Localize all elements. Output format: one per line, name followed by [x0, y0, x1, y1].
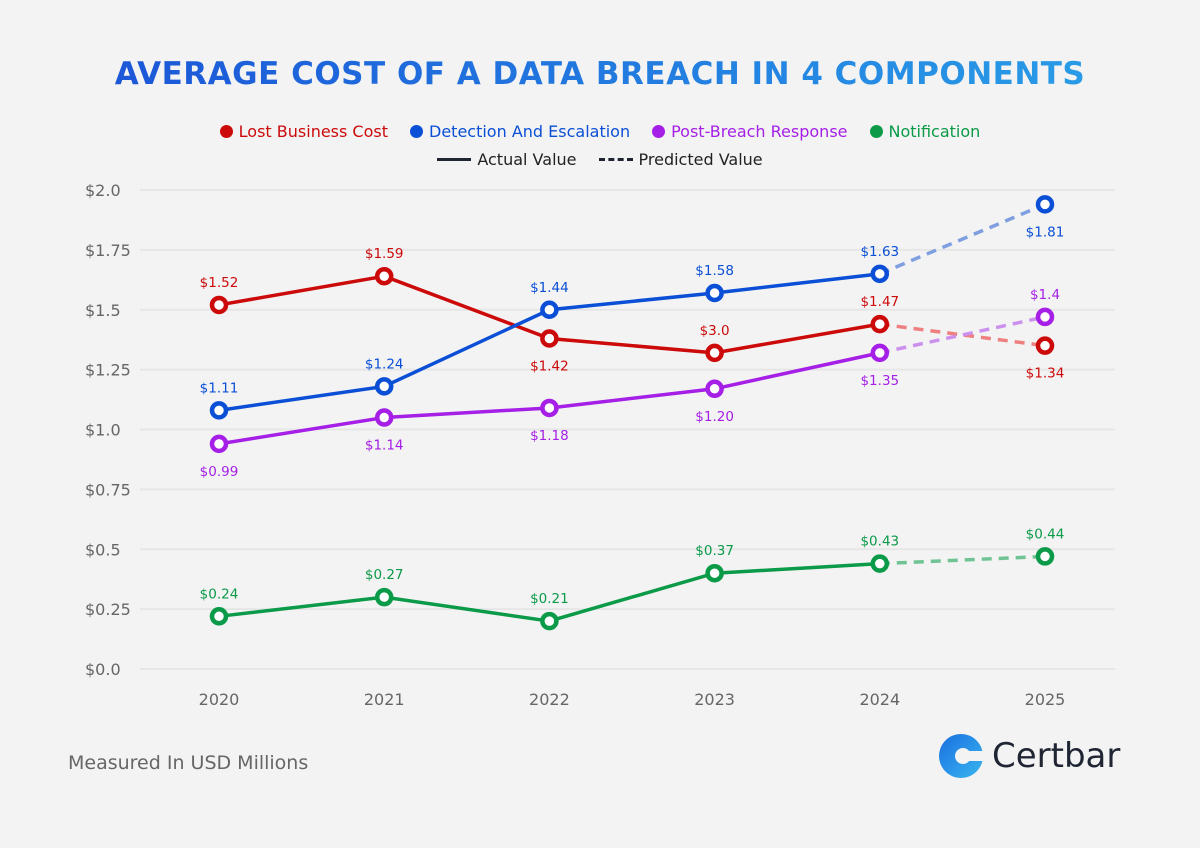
- legend-label: Notification: [888, 122, 981, 141]
- data-point: [1035, 195, 1055, 214]
- data-point: [870, 554, 890, 573]
- legend-label: Actual Value: [477, 150, 577, 169]
- data-label: $1.24: [365, 356, 404, 372]
- data-label: $1.20: [695, 409, 734, 425]
- data-point: [705, 343, 724, 363]
- brand-logo: Certbar: [938, 733, 1120, 779]
- brand-name: Certbar: [992, 736, 1121, 776]
- data-label: $0.21: [530, 591, 569, 607]
- data-point: [374, 266, 394, 286]
- data-label: $1.35: [860, 373, 899, 389]
- data-point: [540, 611, 559, 631]
- legend-item-predicted: Predicted Value: [598, 150, 763, 169]
- data-label: $1.52: [200, 275, 239, 291]
- data-label: $0.24: [200, 586, 239, 602]
- data-label: $1.44: [530, 280, 569, 296]
- legend-label: Lost Business Cost: [238, 122, 388, 141]
- data-point: [705, 379, 724, 399]
- data-point: [374, 408, 394, 427]
- x-tick-label: 2021: [364, 690, 405, 709]
- data-label: $1.59: [365, 246, 404, 262]
- x-tick-label: 2020: [199, 690, 240, 709]
- data-label: $1.4: [1030, 287, 1060, 303]
- legend-item-actual: Actual Value: [437, 150, 577, 169]
- legend-marker: [219, 125, 233, 138]
- series-line-predicted: [879, 322, 1046, 348]
- dashed-line-marker: [598, 158, 633, 161]
- data-point: [209, 401, 229, 420]
- y-tick-label: $1.25: [85, 361, 131, 380]
- data-point: [540, 398, 559, 418]
- x-tick-label: 2022: [529, 690, 570, 709]
- legend-item-detection: Detection And Escalation: [410, 122, 630, 141]
- x-tick-label: 2025: [1025, 690, 1066, 709]
- data-point: [540, 300, 559, 319]
- data-point: [1035, 547, 1055, 566]
- data-point: [705, 283, 724, 303]
- data-label: $1.58: [695, 263, 734, 279]
- legend-label: Post-Breach Response: [671, 122, 848, 141]
- legend-item-lost-business: Lost Business Cost: [219, 122, 388, 141]
- x-tick-label: 2023: [694, 690, 735, 709]
- data-label: $1.42: [530, 358, 569, 374]
- y-tick-label: $1.75: [85, 241, 131, 260]
- legend-item-post-breach: Post-Breach Response: [652, 122, 848, 141]
- x-tick-label: 2024: [859, 690, 900, 709]
- data-point: [870, 343, 890, 363]
- y-tick-label: $0.25: [85, 600, 131, 619]
- data-label: $1.34: [1026, 366, 1065, 382]
- line-style-legend: Actual Value Predicted Value: [0, 150, 1200, 169]
- y-tick-label: $0.0: [85, 660, 121, 679]
- y-tick-label: $1.0: [85, 421, 121, 440]
- legend-marker: [652, 125, 666, 138]
- solid-line-marker: [437, 158, 472, 161]
- data-point: [374, 377, 394, 396]
- y-tick-label: $0.5: [85, 540, 121, 559]
- series-legend: Lost Business Cost Detection And Escalat…: [0, 122, 1200, 141]
- chart-title: AVERAGE COST OF A DATA BREACH IN 4 COMPO…: [0, 56, 1200, 92]
- data-label: $1.11: [200, 380, 239, 396]
- legend-label: Detection And Escalation: [429, 122, 631, 141]
- data-point: [374, 587, 394, 607]
- footnote: Measured In USD Millions: [68, 752, 309, 774]
- data-point: [1035, 307, 1055, 327]
- legend-marker: [410, 125, 423, 138]
- data-label: $0.43: [860, 534, 899, 550]
- series-line-predicted: [879, 554, 1046, 566]
- data-label: $1.18: [530, 428, 569, 444]
- data-label: $0.44: [1026, 526, 1065, 542]
- series-line-predicted: [879, 202, 1046, 276]
- data-point: [209, 295, 229, 315]
- y-tick-label: $1.5: [85, 301, 121, 320]
- data-label: $0.99: [200, 464, 239, 480]
- legend-marker: [869, 125, 883, 138]
- certbar-logo-icon: [939, 734, 984, 778]
- legend-item-notification: Notification: [869, 122, 981, 141]
- data-label: $0.37: [695, 543, 734, 559]
- data-label: $0.27: [365, 567, 404, 583]
- data-point: [540, 329, 559, 348]
- data-point: [209, 434, 229, 454]
- series-line-predicted: [879, 315, 1046, 355]
- data-label: $3.0: [700, 323, 730, 339]
- data-label: $1.14: [365, 438, 404, 454]
- legend-label: Predicted Value: [638, 150, 763, 169]
- data-label: $1.81: [1026, 224, 1065, 240]
- data-point: [705, 563, 724, 583]
- data-point: [209, 607, 229, 626]
- data-point: [1035, 336, 1055, 355]
- data-point: [870, 314, 890, 334]
- y-tick-label: $0.75: [85, 480, 131, 499]
- data-label: $1.63: [860, 244, 899, 260]
- y-tick-label: $2.0: [85, 181, 121, 200]
- data-point: [870, 264, 890, 284]
- data-label: $1.47: [860, 294, 899, 310]
